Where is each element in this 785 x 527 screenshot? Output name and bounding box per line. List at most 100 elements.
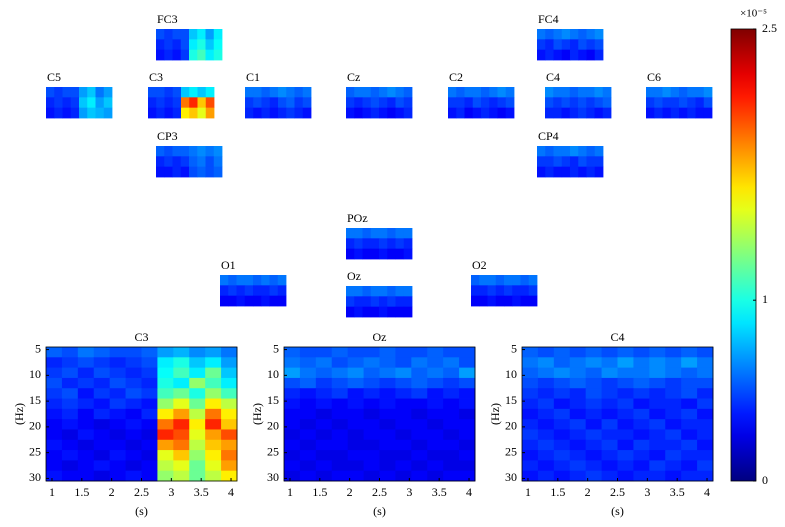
y-tick-label: 5 (511, 341, 517, 355)
heat-cell (633, 357, 650, 369)
heat-cell (522, 470, 539, 482)
heat-cell (697, 367, 714, 379)
heat-cell (141, 347, 158, 358)
heat-cell (299, 470, 317, 482)
heat-cell (537, 29, 546, 40)
heat-cell (553, 347, 571, 358)
heat-cell (695, 97, 705, 109)
heat-cell (522, 460, 539, 472)
heat-cell (109, 347, 126, 358)
heat-cell (244, 295, 254, 307)
heat-cell (601, 377, 618, 389)
heat-cell (347, 377, 364, 389)
heat-cell (363, 419, 380, 430)
heat-cell (173, 419, 190, 430)
colorbar-exponent: ×10⁻⁵ (740, 8, 767, 20)
heat-cell (545, 29, 554, 40)
heat-cell (347, 439, 364, 451)
heat-cell (662, 87, 672, 98)
heat-cell (665, 460, 682, 472)
heat-cell (443, 439, 460, 451)
heat-cell (141, 419, 158, 430)
heat-cell (411, 388, 428, 399)
heat-cell (601, 347, 618, 358)
heat-cell (553, 398, 571, 410)
heat-cell (148, 97, 157, 109)
heat-cell (46, 408, 63, 420)
heat-cell (586, 49, 596, 61)
heat-cell (347, 419, 364, 430)
heat-cell (228, 275, 237, 286)
heat-cell (87, 97, 96, 109)
heat-cell (125, 398, 142, 410)
heat-cell (697, 347, 714, 358)
heat-cell (354, 107, 363, 119)
heat-cell (189, 29, 198, 40)
heat-cell (61, 408, 79, 420)
heat-cell (125, 408, 142, 420)
heat-cell (553, 439, 571, 451)
heat-cell (181, 107, 190, 119)
heat-cell (387, 296, 396, 308)
heat-cell (164, 29, 173, 40)
heat-cell (649, 377, 666, 389)
heat-cell (61, 357, 79, 369)
heat-cell (569, 408, 587, 420)
heat-cell (286, 87, 295, 98)
heat-cell (679, 87, 688, 98)
y-tick-label: 25 (505, 444, 517, 458)
heat-cell (545, 156, 554, 168)
heat-cell (633, 388, 650, 399)
x-tick-label: 1.5 (550, 485, 565, 499)
heat-cell (633, 470, 650, 482)
heat-cell (189, 419, 206, 430)
heat-cell (443, 408, 460, 420)
heat-cell (205, 347, 222, 358)
heat-cell (427, 367, 444, 379)
heat-cell (594, 156, 604, 168)
channel-label: C4 (546, 70, 560, 84)
heat-cell (331, 367, 349, 379)
heat-cell (553, 450, 571, 461)
heat-cell (189, 97, 198, 109)
heat-cell (553, 107, 562, 119)
heat-cell (679, 97, 688, 109)
heat-cell (189, 87, 198, 98)
x-tick-label: 3.5 (194, 485, 209, 499)
heat-cell (354, 296, 363, 308)
heat-cell (427, 429, 444, 441)
heat-cell (95, 87, 105, 98)
heat-cell (299, 357, 317, 369)
heat-cell (189, 49, 198, 61)
heat-cell (662, 97, 672, 109)
heat-cell (302, 87, 312, 98)
heat-cell (213, 146, 223, 157)
heat-cell (189, 357, 206, 369)
heat-cell (633, 429, 650, 441)
heat-cell (459, 439, 476, 451)
heat-cell (221, 388, 238, 399)
heat-cell (141, 388, 158, 399)
panel-title: C4 (610, 330, 624, 344)
heat-cell (346, 296, 355, 308)
heat-cell (487, 285, 497, 297)
heat-cell (585, 450, 602, 461)
heat-cell (495, 295, 505, 307)
heat-cell (537, 39, 546, 51)
heat-cell (315, 429, 333, 441)
heat-cell (109, 470, 126, 482)
heat-cell (537, 357, 555, 369)
heat-cell (197, 166, 206, 178)
heat-cell (220, 295, 229, 307)
heat-cell (125, 429, 142, 441)
heat-cell (403, 107, 413, 119)
heat-cell (703, 87, 713, 98)
heat-cell (594, 166, 604, 178)
heat-cell (221, 470, 238, 482)
heat-cell (697, 429, 714, 441)
heat-cell (459, 470, 476, 482)
heat-cell (379, 248, 388, 260)
heat-cell (93, 470, 111, 482)
heat-cell (157, 408, 174, 420)
heat-cell (697, 388, 714, 399)
